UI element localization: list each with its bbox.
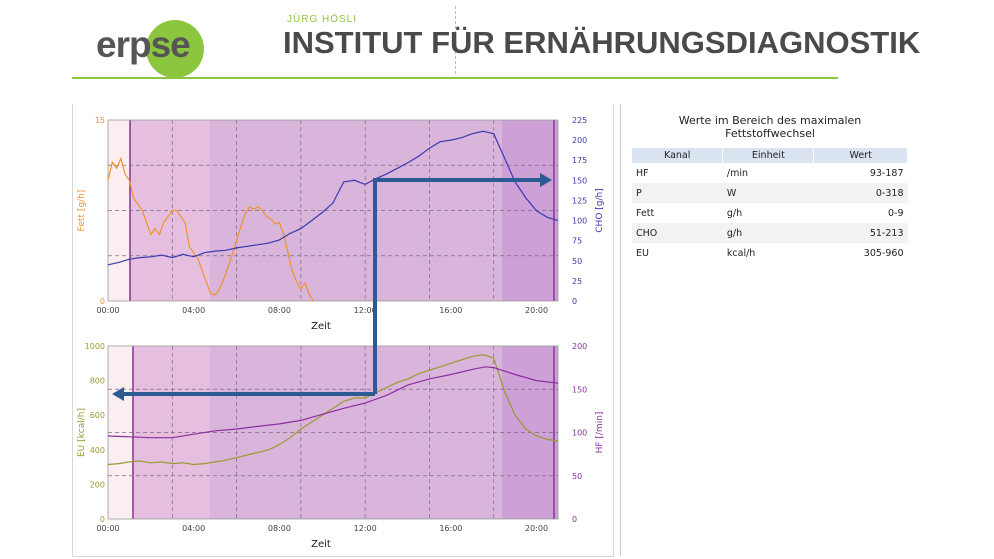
arrowhead-eu bbox=[112, 387, 124, 401]
series-line-0-1 bbox=[107, 130, 559, 266]
x-tick-label: 12:00 bbox=[354, 524, 377, 533]
series-line-0-0 bbox=[107, 156, 315, 302]
x-axis-label: Zeit bbox=[311, 321, 331, 332]
y-right-tick-label: 75 bbox=[572, 237, 582, 246]
cell-kanal: EU bbox=[636, 247, 649, 259]
cell-einheit: g/h bbox=[726, 207, 743, 219]
y-left-tick-label: 800 bbox=[90, 377, 105, 386]
cell-wert: 305-960 bbox=[863, 247, 904, 259]
x-tick-label: 08:00 bbox=[268, 524, 291, 533]
plot-frame bbox=[107, 119, 559, 302]
y-right-tick-label: 25 bbox=[572, 277, 582, 286]
column-header-wert: Wert bbox=[813, 148, 908, 163]
y-left-axis-label: EU [kcal/h] bbox=[77, 408, 87, 457]
x-tick-label: 20:00 bbox=[525, 524, 548, 533]
y-right-tick-label: 225 bbox=[572, 116, 587, 125]
header-subtitle: JÜRG HÖSLI bbox=[287, 14, 358, 25]
x-tick-label: 04:00 bbox=[182, 524, 205, 533]
arrowhead-cho bbox=[540, 173, 552, 187]
y-left-tick-label: 600 bbox=[90, 411, 105, 420]
y-right-tick-label: 200 bbox=[572, 342, 587, 351]
x-tick-label: 00:00 bbox=[96, 306, 119, 315]
column-header-einheit: Einheit bbox=[722, 148, 815, 163]
erpse-logo: erpse bbox=[96, 18, 208, 78]
cell-einheit: /min bbox=[726, 167, 749, 179]
cell-kanal: Fett bbox=[636, 207, 655, 219]
y-right-tick-label: 100 bbox=[572, 429, 587, 438]
x-tick-label: 20:00 bbox=[525, 306, 548, 315]
table-title-line1: Werte im Bereich des maximalen bbox=[678, 114, 862, 127]
series-line-1-0 bbox=[107, 353, 559, 466]
header-divider bbox=[455, 6, 456, 74]
y-right-tick-label: 100 bbox=[572, 217, 587, 226]
y-right-axis-label: HF [/min] bbox=[595, 412, 605, 454]
series-line-1-1 bbox=[107, 366, 559, 439]
y-left-tick-label: 1000 bbox=[85, 342, 105, 351]
x-tick-label: 12:00 bbox=[354, 306, 377, 315]
cell-einheit: kcal/h bbox=[726, 247, 756, 259]
cell-einheit: g/h bbox=[722, 223, 814, 243]
plot-frame bbox=[107, 345, 559, 520]
y-right-tick-label: 0 bbox=[572, 297, 577, 306]
cell-wert: 93-187 bbox=[869, 167, 904, 179]
y-left-tick-label: 0 bbox=[100, 297, 105, 306]
annotation-arrow-cho bbox=[373, 178, 542, 394]
table-row: CHO g/h 51-213 bbox=[632, 223, 908, 243]
cell-wert: 51-213 bbox=[813, 223, 908, 243]
x-tick-label: 08:00 bbox=[268, 306, 291, 315]
cell-kanal: CHO bbox=[632, 223, 723, 243]
y-right-axis-label: CHO [g/h] bbox=[595, 188, 605, 232]
y-left-tick-label: 0 bbox=[100, 515, 105, 524]
table-panel bbox=[620, 104, 915, 556]
header-title: INSTITUT FÜR ERNÄHRUNGSDIAGNOSTIK bbox=[283, 25, 921, 60]
table-title: Werte im Bereich des maximalen Fettstoff… bbox=[632, 114, 908, 140]
values-table: Kanal Einheit Wert HF /min 93-187 P W 0-… bbox=[632, 148, 908, 263]
table-row: P W 0-318 bbox=[632, 183, 908, 203]
table-row: Fett g/h 0-9 bbox=[632, 203, 908, 223]
logo-circle bbox=[146, 20, 204, 78]
table-row: HF /min 93-187 bbox=[632, 163, 908, 183]
chart-panel bbox=[72, 104, 614, 557]
y-right-tick-label: 175 bbox=[572, 156, 587, 165]
logo-text: erpse bbox=[96, 24, 191, 65]
y-left-axis-label: Fett [g/h] bbox=[77, 190, 87, 232]
y-left-tick-label: 15 bbox=[95, 116, 105, 125]
y-right-tick-label: 50 bbox=[572, 257, 582, 266]
y-left-tick-label: 200 bbox=[90, 480, 105, 489]
x-tick-label: 04:00 bbox=[182, 306, 205, 315]
y-left-tick-label: 400 bbox=[90, 446, 105, 455]
cell-kanal: HF bbox=[636, 167, 649, 179]
table-row: EU kcal/h 305-960 bbox=[632, 243, 908, 263]
y-right-tick-label: 50 bbox=[572, 472, 582, 481]
y-right-tick-label: 150 bbox=[572, 385, 587, 394]
x-tick-label: 16:00 bbox=[439, 524, 462, 533]
table-title-line2: Fettstoffwechsel bbox=[725, 127, 815, 140]
cell-kanal: P bbox=[632, 183, 723, 203]
y-right-tick-label: 200 bbox=[572, 136, 587, 145]
y-right-tick-label: 0 bbox=[572, 515, 577, 524]
y-right-tick-label: 150 bbox=[572, 176, 587, 185]
column-header-kanal: Kanal bbox=[632, 148, 724, 163]
cell-einheit: W bbox=[722, 183, 814, 203]
y-right-tick-label: 125 bbox=[572, 196, 587, 205]
cell-wert: 0-318 bbox=[813, 183, 908, 203]
x-axis-label: Zeit bbox=[311, 539, 331, 550]
x-tick-label: 16:00 bbox=[439, 306, 462, 315]
cell-wert: 0-9 bbox=[887, 207, 904, 219]
x-tick-label: 00:00 bbox=[96, 524, 119, 533]
table-header-row: Kanal Einheit Wert bbox=[632, 148, 908, 163]
header-underline bbox=[72, 77, 838, 79]
